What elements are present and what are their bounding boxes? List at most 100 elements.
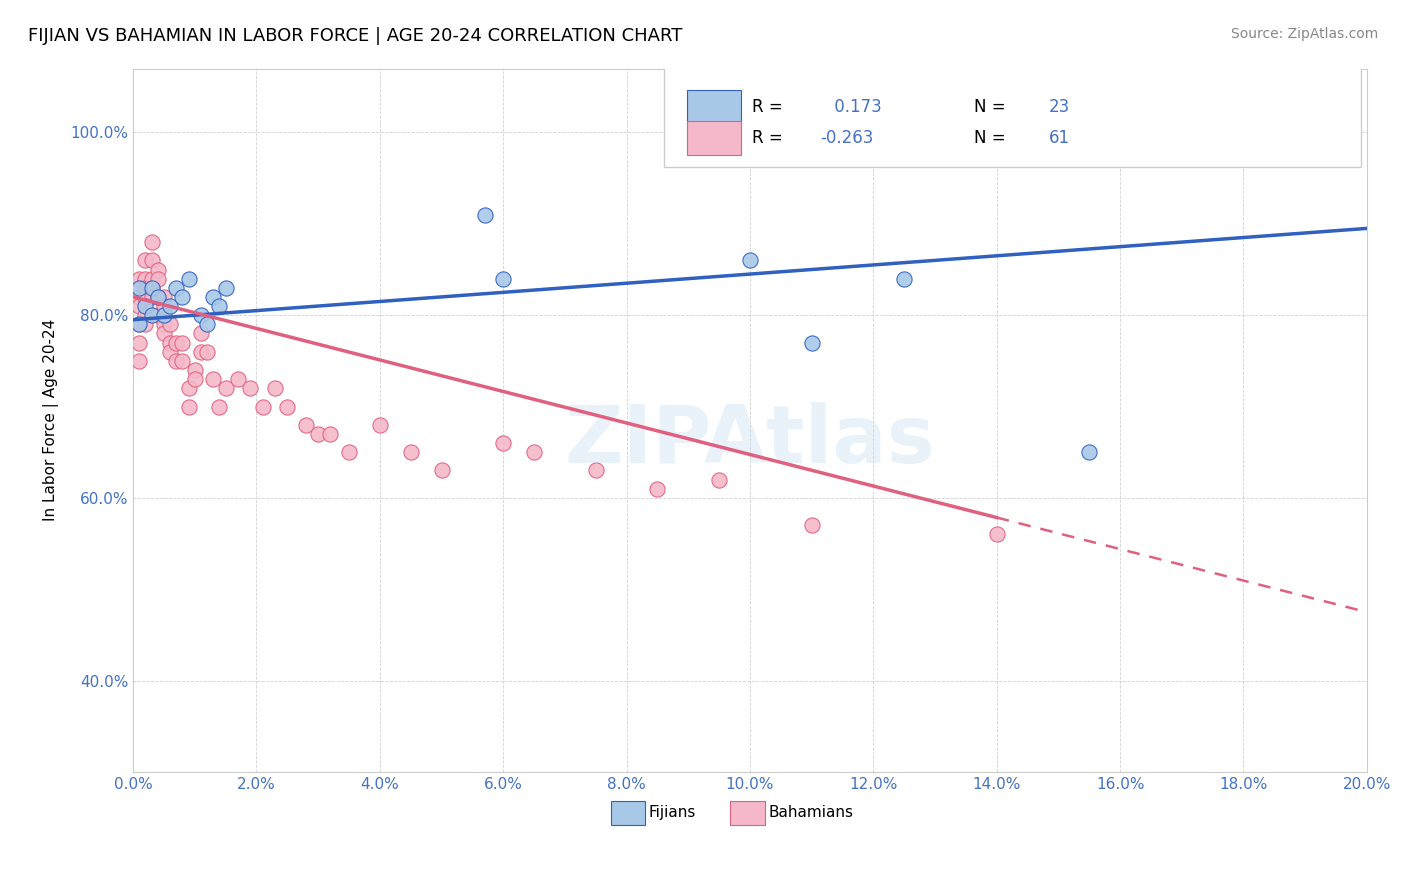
Point [474, 208, 496, 222]
Point [337, 445, 360, 459]
Point [134, 281, 156, 295]
Text: N =: N = [974, 129, 1011, 147]
Point [214, 381, 236, 395]
Point [523, 445, 546, 459]
Point [153, 290, 176, 304]
Point [172, 290, 194, 304]
Text: R =: R = [752, 129, 789, 147]
Point [128, 335, 150, 350]
Point [295, 417, 318, 432]
Point [177, 400, 200, 414]
Point [893, 271, 915, 285]
Point [141, 281, 163, 295]
Point [399, 445, 422, 459]
Point [146, 262, 169, 277]
Text: FIJIAN VS BAHAMIAN IN LABOR FORCE | AGE 20-24 CORRELATION CHART: FIJIAN VS BAHAMIAN IN LABOR FORCE | AGE … [28, 27, 682, 45]
Point [134, 290, 156, 304]
Point [647, 482, 669, 496]
Point [165, 335, 187, 350]
Point [146, 290, 169, 304]
Point [141, 281, 163, 295]
Point [146, 271, 169, 285]
Point [134, 299, 156, 313]
Point [165, 354, 187, 368]
Text: Source: ZipAtlas.com: Source: ZipAtlas.com [1230, 27, 1378, 41]
Point [159, 344, 181, 359]
Point [239, 381, 262, 395]
Point [492, 271, 515, 285]
Text: -0.263: -0.263 [820, 129, 873, 147]
Point [134, 308, 156, 322]
Point [128, 354, 150, 368]
Point [1337, 126, 1360, 140]
Point [134, 318, 156, 332]
Point [208, 400, 231, 414]
Point [128, 318, 150, 332]
Text: R =: R = [752, 98, 789, 116]
Point [184, 372, 207, 386]
Text: N =: N = [974, 98, 1011, 116]
Point [141, 271, 163, 285]
FancyBboxPatch shape [688, 121, 741, 155]
Point [159, 318, 181, 332]
Point [1078, 445, 1101, 459]
FancyBboxPatch shape [688, 90, 741, 124]
Point [190, 308, 212, 322]
FancyBboxPatch shape [664, 65, 1361, 167]
Point [208, 299, 231, 313]
Point [141, 308, 163, 322]
Point [195, 318, 218, 332]
Point [153, 318, 176, 332]
Point [307, 426, 329, 441]
Point [190, 344, 212, 359]
Text: 0.173: 0.173 [830, 98, 882, 116]
Point [707, 473, 730, 487]
Point [492, 436, 515, 450]
Point [226, 372, 249, 386]
Point [252, 400, 274, 414]
Point [585, 463, 607, 477]
FancyBboxPatch shape [730, 801, 765, 825]
Point [202, 372, 225, 386]
Point [128, 281, 150, 295]
Point [146, 290, 169, 304]
Point [172, 335, 194, 350]
Point [214, 281, 236, 295]
Point [276, 400, 298, 414]
Point [172, 354, 194, 368]
Text: 61: 61 [1049, 129, 1070, 147]
Text: Fijians: Fijians [648, 805, 696, 821]
Point [264, 381, 287, 395]
Point [128, 290, 150, 304]
Point [153, 308, 176, 322]
Point [141, 253, 163, 268]
Point [800, 518, 823, 533]
Text: 23: 23 [1049, 98, 1070, 116]
Point [134, 271, 156, 285]
Point [800, 335, 823, 350]
Point [146, 308, 169, 322]
Point [195, 344, 218, 359]
Point [128, 271, 150, 285]
Y-axis label: In Labor Force | Age 20-24: In Labor Force | Age 20-24 [44, 319, 59, 521]
Point [202, 290, 225, 304]
Point [141, 290, 163, 304]
Point [153, 299, 176, 313]
FancyBboxPatch shape [610, 801, 645, 825]
Point [184, 363, 207, 377]
Point [738, 253, 761, 268]
Point [190, 326, 212, 341]
Text: ZIPAtlas: ZIPAtlas [565, 402, 935, 481]
Point [159, 335, 181, 350]
Point [430, 463, 453, 477]
Point [177, 271, 200, 285]
Text: Bahamians: Bahamians [769, 805, 853, 821]
Point [986, 527, 1008, 541]
Point [165, 281, 187, 295]
Point [141, 235, 163, 249]
Point [128, 299, 150, 313]
Point [153, 326, 176, 341]
Point [134, 253, 156, 268]
Point [159, 299, 181, 313]
Point [368, 417, 391, 432]
